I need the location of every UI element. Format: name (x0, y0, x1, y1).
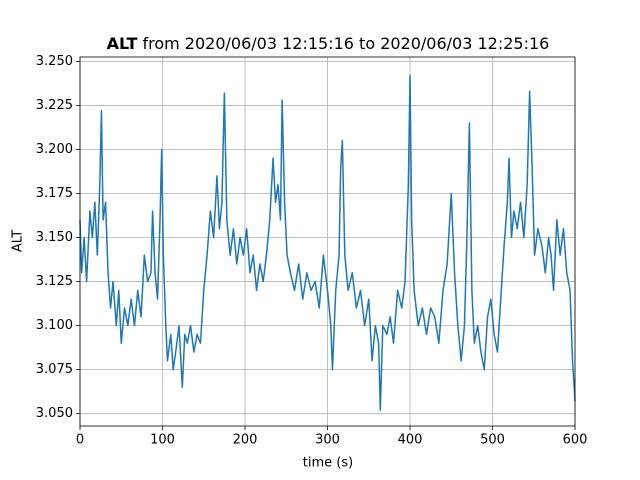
x-tick-label: 600 (563, 433, 588, 448)
title-bold: ALT (107, 34, 138, 53)
x-axis-label: time (s) (303, 456, 353, 471)
y-axis-label: ALT (11, 230, 26, 252)
y-tick-label: 3.175 (36, 186, 73, 201)
plot-frame (79, 56, 576, 427)
chart-title: ALT from 2020/06/03 12:15:16 to 2020/06/0… (107, 34, 550, 53)
x-tick-label: 300 (315, 433, 340, 448)
x-tick-label: 100 (150, 433, 175, 448)
x-tick-label: 200 (233, 433, 258, 448)
y-tick-label: 3.125 (36, 274, 73, 289)
title-rest: from 2020/06/03 12:15:16 to 2020/06/03 1… (142, 34, 549, 53)
x-tick-label: 400 (398, 433, 423, 448)
y-tick-label: 3.100 (36, 318, 73, 333)
y-tick-label: 3.050 (36, 406, 73, 421)
data-line (79, 74, 576, 411)
y-tick-label: 3.250 (36, 54, 73, 69)
y-tick-label: 3.225 (36, 98, 73, 113)
y-tick-label: 3.150 (36, 230, 73, 245)
x-tick-label: 500 (480, 433, 505, 448)
y-tick-label: 3.200 (36, 142, 73, 157)
y-tick-label: 3.075 (36, 362, 73, 377)
x-tick-label: 0 (76, 433, 84, 448)
